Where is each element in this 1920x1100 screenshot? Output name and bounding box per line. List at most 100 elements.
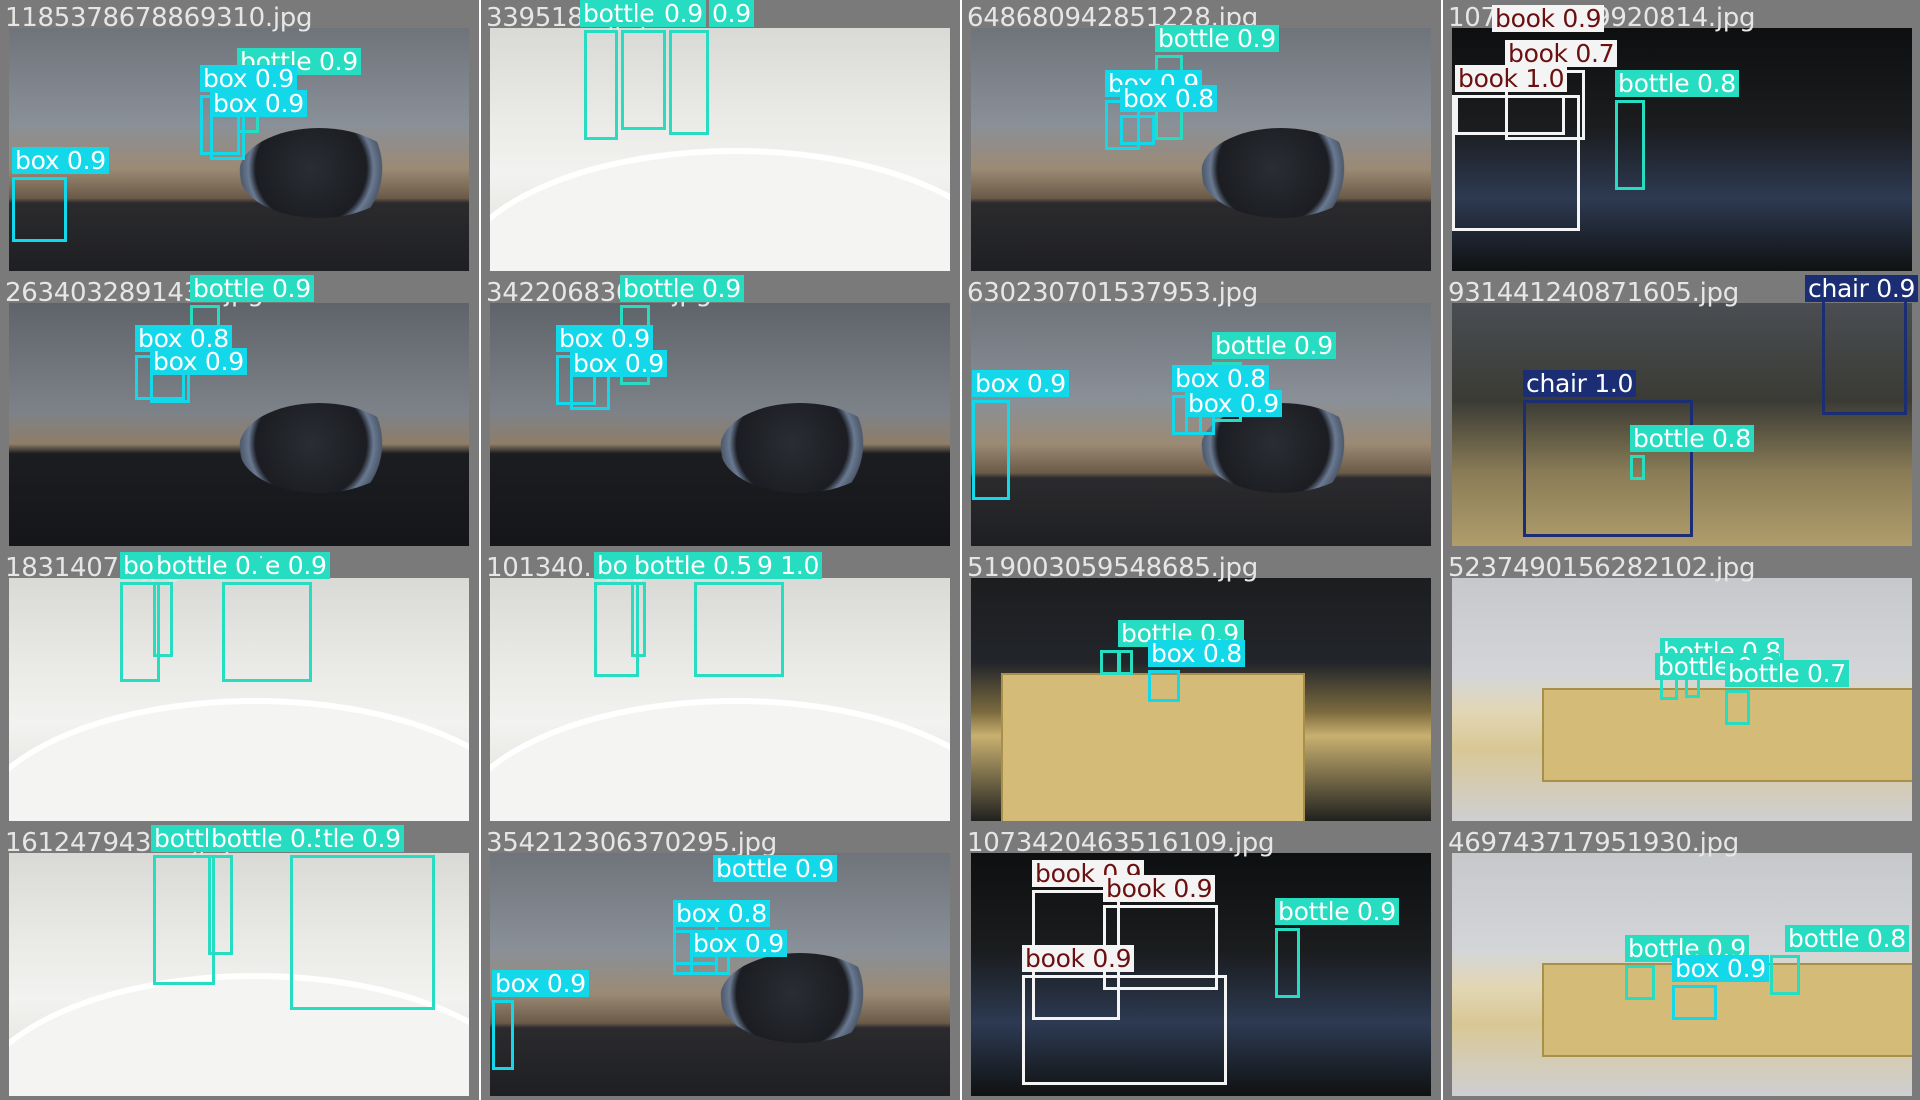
detection-tile: 1073420463516109.jpg book 0.9 book 0.9 bott… [962,825,1441,1100]
book-detection-label: book 0.9 [1103,875,1216,902]
box-detection-label: box 0.8 [1120,85,1217,112]
detection-tile: 1612479430...jpg bottl bottle 0.5 tle 0.9 [0,825,479,1100]
bottle-detection-label: bo [594,552,631,579]
image-filename: 630230701537953.jpg [967,278,1258,308]
bottle-bounding-box [1625,965,1655,1000]
detection-tile: 3422068300...jpg bottle 0.9 box 0.9 box 0.9 [481,275,960,550]
bottle-detection-label: bottle 0.9 [190,275,314,302]
box-bounding-box [492,1000,514,1070]
bottle-bounding-box [694,582,784,677]
bathtub-rim [490,148,950,271]
image-filename: 1073420463516109.jpg [967,828,1275,858]
box-detection-label: box 0.9 [200,65,297,92]
chair-detection-label: chair 1.0 [1523,370,1637,397]
bottle-detection-label: bo [120,552,157,579]
bottle-detection-label: bottle 0.7 [1725,660,1849,687]
bottle-bounding-box [1725,690,1750,725]
bottle-bounding-box [594,582,639,677]
book-bounding-box [1455,95,1565,135]
bottle-bounding-box [1275,928,1300,998]
bottle-bounding-box [222,582,312,682]
detection-tile: 931441240871605.jpg chair 0.9 chair 1.0 bot… [1443,275,1920,550]
bottle-bounding-box [1100,650,1120,675]
detection-tile: 101340...jpg bo bottle 0.5 9 1.0 [481,550,960,825]
box-bounding-box [12,177,67,242]
bottle-detection-label: bottl [151,825,214,852]
box-detection-label: box 0.9 [690,930,787,957]
image-filename: 5237490156282102.jpg [1448,553,1756,583]
detection-tile: 1185378678869310.jpg bottle 0.9 box 0.9 box… [0,0,479,275]
box-detection-label: box 0.9 [972,370,1069,397]
box-detection-label: box 0.9 [556,325,653,352]
scene-photo [971,28,1431,271]
box-detection-label: box 0.9 [1672,955,1769,982]
bottle-detection-label: bottle 0.9 [1212,332,1336,359]
book-detection-label: book 0.9 [1492,5,1605,32]
scene-photo [971,578,1431,821]
book-bounding-box [1022,975,1227,1085]
scene-photo [490,28,950,271]
image-filename: 354212306370295.jpg [486,828,777,858]
bottle-detection-label: bottle 0.8 [1630,425,1754,452]
detection-tile: 648680942851228.jpg bottle 0.9 box 0.9 box … [962,0,1441,275]
detection-tile: 5237490156282102.jpg bottle 0.8 bottle 0.9… [1443,550,1920,825]
bottle-bounding-box [1615,100,1645,190]
scene-photo [9,303,469,546]
box-detection-label: box 0.8 [673,900,770,927]
book-detection-label: book 1.0 [1455,65,1568,92]
box-detection-label: box 0.9 [12,147,109,174]
bottle-detection-label: bottle 0.7 [153,552,277,579]
bottle-detection-label: bottle 0.8 [1615,70,1739,97]
detection-tile: 354212306370295.jpg bottle 0.9 box 0.8 box … [481,825,960,1100]
bathtub-rim [9,698,469,821]
image-filename: 519003059548685.jpg [967,553,1258,583]
frying-pan [1201,128,1361,218]
scene-photo [1452,578,1912,821]
scene-photo [9,578,469,821]
book-detection-label: book 0.7 [1505,40,1618,67]
bottle-detection-label: 9 1.0 [754,552,823,579]
bottle-detection-label: bottle 0.5 [631,552,755,579]
box-detection-label: box 0.8 [135,325,232,352]
bottle-detection-label: e 0.9 [262,552,330,579]
box-detection-label: box 0.8 [1148,640,1245,667]
image-filename: 931441240871605.jpg [1448,278,1739,308]
box-detection-label: box 0.8 [1172,365,1269,392]
box-bounding-box [1672,985,1717,1020]
detection-tile: 339518...jpg bottle 0.8 0.9 0.9 [481,0,960,275]
box-detection-label: bottle 0.9 [713,855,837,882]
detection-tile: 469743717951930.jpg bottle 0.8 bottle 0.9 b… [1443,825,1920,1100]
bottle-detection-label: bottle 0.9 [620,275,744,302]
frying-pan [720,953,880,1043]
scene-photo [490,578,950,821]
bottle-detection-label: 0.9 [709,0,754,27]
chair-bounding-box [1822,290,1907,415]
bottle-bounding-box [584,30,618,140]
box-bounding-box [1120,115,1155,145]
bottle-detection-label: bottle 0.8 [1785,925,1909,952]
scene-photo [1452,303,1912,546]
box-detection-label: box 0.9 [1185,390,1282,417]
bottle-bounding-box [208,855,233,955]
detection-tile: 1831407...jpg bo bottle 0.7 e 0.9 [0,550,479,825]
scene-photo [9,853,469,1096]
bottle-bounding-box [621,30,666,130]
detection-tile: 2634032891439.jpg bottle 0.9 box 0.8 box 0.… [0,275,479,550]
bottle-bounding-box [153,582,173,657]
bottle-bounding-box [631,582,646,657]
bottle-detection-label: tle 0.9 [320,825,404,852]
frying-pan [1201,403,1361,493]
desk [1001,673,1305,821]
bottle-bounding-box [669,30,709,135]
bottle-bounding-box [153,855,215,985]
frying-pan [239,128,399,218]
box-bounding-box [972,400,1010,500]
bottle-detection-label: bottle 0.9 [1155,25,1279,52]
image-filename: 469743717951930.jpg [1448,828,1739,858]
frying-pan [239,403,399,493]
chair-detection-label: chair 0.9 [1805,275,1919,302]
box-detection-label: box 0.9 [150,348,247,375]
bottle-detection-label: 0.9 [661,0,706,27]
